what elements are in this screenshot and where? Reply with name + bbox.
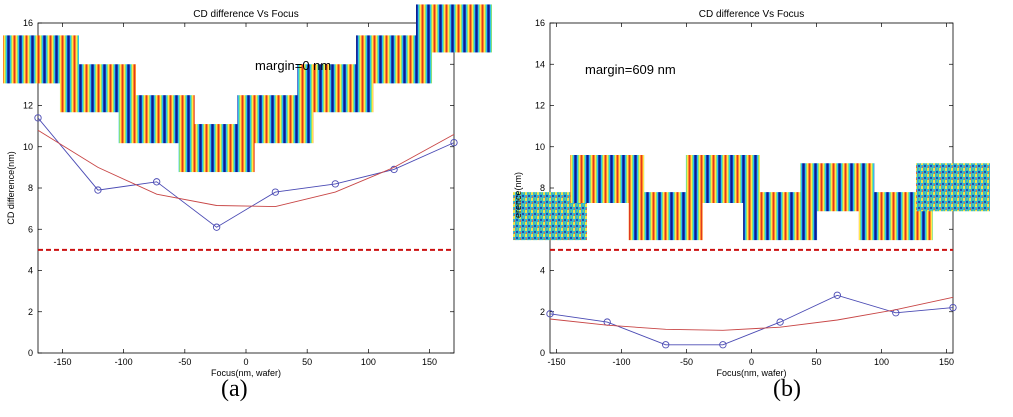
y-tick-label: 8 xyxy=(28,183,33,193)
data-point xyxy=(212,223,221,231)
caption-b: (b) xyxy=(773,376,801,402)
y-tick-label: 4 xyxy=(540,266,545,276)
x-tick-label: 150 xyxy=(939,357,954,367)
margin-annotation: margin=0 nm xyxy=(255,58,331,73)
y-tick-label: 4 xyxy=(28,266,33,276)
x-tick-label: -50 xyxy=(680,357,693,367)
y-tick-label: 12 xyxy=(535,101,545,111)
y-tick-label: 12 xyxy=(23,101,33,111)
chart-title: CD difference Vs Focus xyxy=(193,9,298,20)
data-point xyxy=(271,188,280,196)
y-tick-label: 14 xyxy=(535,59,545,69)
data-point xyxy=(94,186,102,194)
data-point xyxy=(450,138,458,147)
y-tick-label: 2 xyxy=(28,307,33,317)
y-tick-label: 10 xyxy=(23,142,33,152)
y-axis-label: erence(nm) xyxy=(513,172,523,218)
data-point xyxy=(949,303,957,312)
data-point xyxy=(34,114,42,122)
data-point xyxy=(662,341,670,349)
chart-b: -150-100-500501001500246810121416CD diff… xyxy=(513,9,990,378)
x-tick-label: -150 xyxy=(547,357,565,367)
y-tick-label: 2 xyxy=(540,307,545,317)
chart-panel-a: -150-100-500501001500246810121416CD diff… xyxy=(0,0,506,412)
x-tick-label: -100 xyxy=(612,357,630,367)
fit-curve xyxy=(37,129,455,208)
y-tick-label: 16 xyxy=(23,18,33,28)
y-tick-label: 8 xyxy=(540,183,545,193)
sem-inset-image xyxy=(416,4,492,53)
chart-title: CD difference Vs Focus xyxy=(699,9,804,20)
x-tick-label: 150 xyxy=(422,357,437,367)
y-tick-label: 0 xyxy=(28,348,33,358)
y-axis-label: CD difference(nm) xyxy=(6,151,16,224)
x-tick-label: 50 xyxy=(811,357,821,367)
data-point xyxy=(390,165,398,174)
data-point xyxy=(331,180,339,188)
data-point xyxy=(776,318,784,326)
x-tick-label: -50 xyxy=(178,357,191,367)
data-point xyxy=(833,291,841,299)
data-point xyxy=(546,310,554,318)
y-tick-label: 16 xyxy=(535,18,545,28)
chart-a: -150-100-500501001500246810121416CD diff… xyxy=(3,4,492,378)
y-tick-label: 6 xyxy=(28,224,33,234)
sem-inset-image xyxy=(916,163,990,212)
x-axis-label: Focus(nm, wafer) xyxy=(211,368,281,378)
x-tick-label: 100 xyxy=(361,357,376,367)
x-tick-label: -100 xyxy=(115,357,133,367)
x-axis-label: Focus(nm, wafer) xyxy=(716,368,786,378)
data-point xyxy=(719,341,727,349)
x-tick-label: 50 xyxy=(302,357,312,367)
y-tick-label: 0 xyxy=(540,348,545,358)
chart-panel-b: -150-100-500501001500246810121416CD diff… xyxy=(507,0,1013,412)
data-point xyxy=(153,178,161,186)
caption-a: (a) xyxy=(221,376,248,402)
margin-annotation: margin=609 nm xyxy=(585,62,676,77)
x-tick-label: 100 xyxy=(874,357,889,367)
x-tick-label: 0 xyxy=(749,357,754,367)
x-tick-label: 0 xyxy=(243,357,248,367)
x-tick-label: -150 xyxy=(53,357,71,367)
y-tick-label: 10 xyxy=(535,142,545,152)
fit-curve xyxy=(549,296,954,331)
